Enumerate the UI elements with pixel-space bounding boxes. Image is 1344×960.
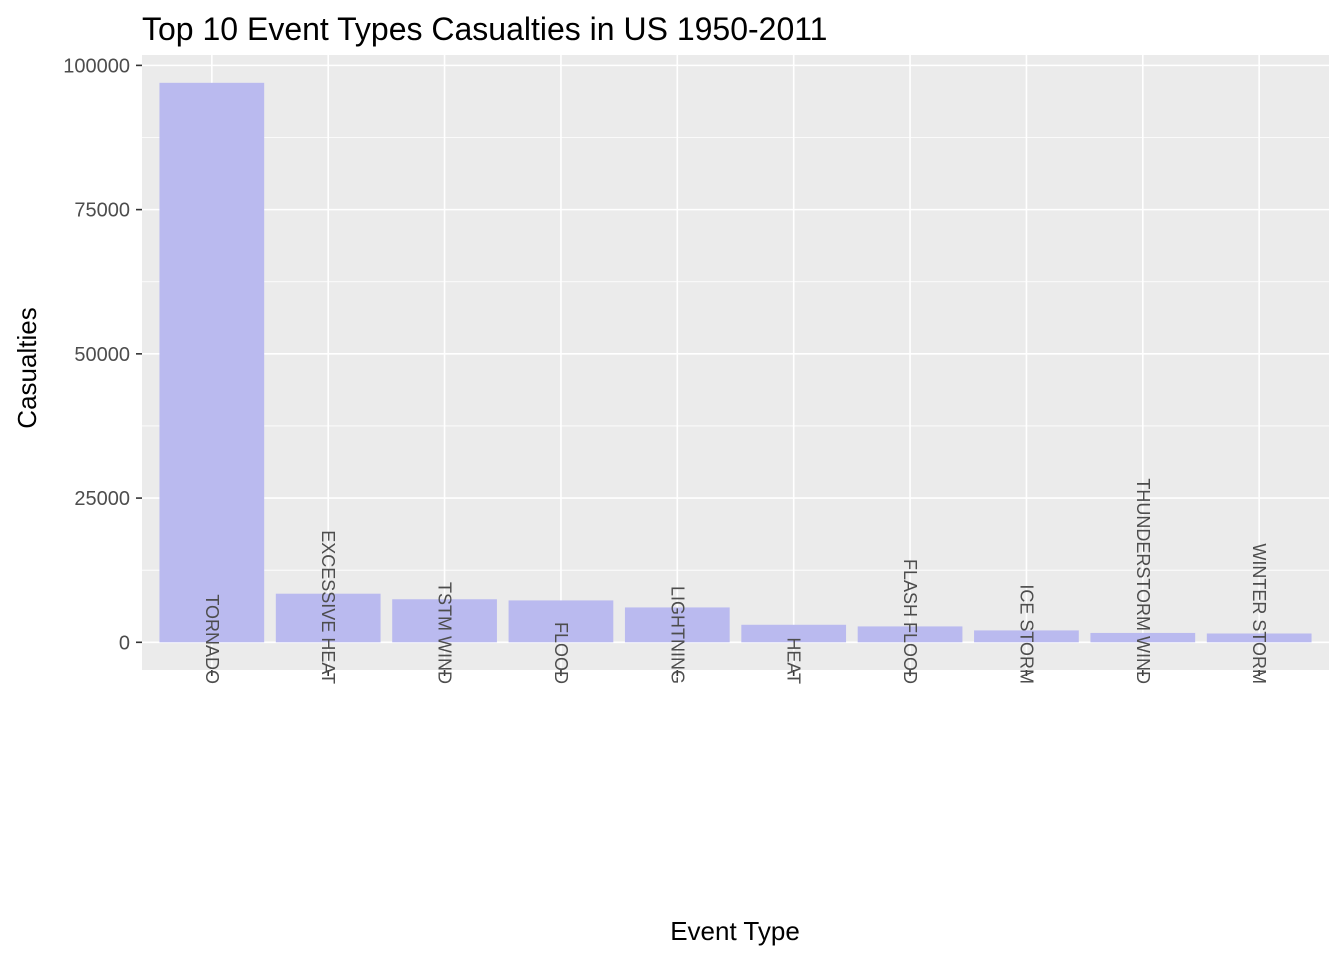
x-tick-label: LIGHTNING: [667, 586, 687, 684]
y-axis-title: Casualties: [12, 307, 42, 428]
y-tick-label: 0: [119, 632, 130, 654]
bar-heat: [741, 624, 847, 643]
bar-flash-flood: [857, 626, 963, 643]
bar-winter-storm: [1206, 633, 1312, 643]
bar-ice-storm: [974, 630, 1079, 643]
bar-tstm-wind: [392, 599, 497, 643]
bar-flood: [508, 600, 614, 643]
plot-panel: [142, 55, 1329, 670]
chart-title: Top 10 Event Types Casualties in US 1950…: [142, 11, 827, 47]
x-axis: TORNADO EXCESSIVE HEAT TSTM WIND FLOOD LIGHT…: [202, 478, 1269, 684]
x-tick-label: TSTM WIND: [435, 582, 455, 684]
x-tick-label: HEAT: [784, 637, 804, 684]
x-tick-label: FLOOD: [551, 622, 571, 684]
bars: [159, 82, 1312, 643]
bar-lightning: [624, 607, 730, 643]
y-tick-label: 50000: [74, 344, 130, 366]
x-tick-label: ICE STORM: [1016, 584, 1036, 684]
minor-gridlines: [142, 137, 1329, 571]
bar-thunderstorm-wind: [1090, 632, 1196, 643]
x-tick-label: TORNADO: [202, 594, 222, 684]
x-tick-label: THUNDERSTORM WIND: [1133, 478, 1153, 684]
y-tick-label: 75000: [74, 200, 130, 222]
bar-excessive-heat: [275, 593, 381, 643]
y-tick-label: 100000: [63, 55, 130, 77]
x-tick-label: WINTER STORM: [1249, 543, 1269, 684]
x-tick-label: EXCESSIVE HEAT: [318, 530, 338, 684]
y-tick-label: 25000: [74, 488, 130, 510]
bar-tornado: [159, 82, 265, 643]
x-axis-title: Event Type: [670, 916, 800, 946]
x-tick-label: FLASH FLOOD: [900, 559, 920, 684]
y-axis: 0 25000 50000 75000 100000: [63, 55, 142, 654]
